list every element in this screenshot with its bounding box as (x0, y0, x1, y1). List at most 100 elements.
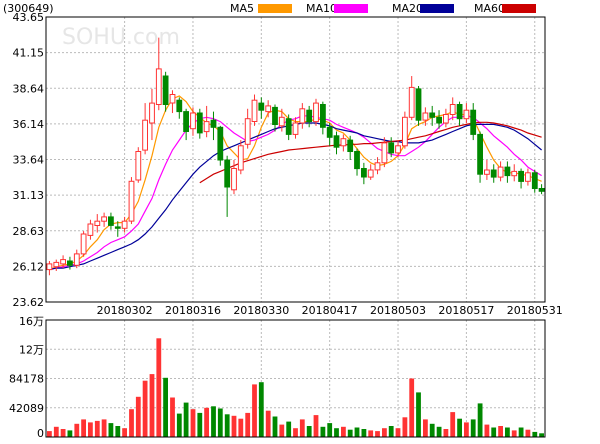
candle (361, 162, 367, 185)
volume-bar (539, 433, 544, 437)
candle (381, 137, 388, 168)
watermark: SOHU.com (62, 25, 180, 50)
candle-body-up (121, 220, 128, 229)
volume-bar (293, 428, 298, 437)
volume-bar (341, 426, 346, 437)
volume-bar (94, 420, 100, 437)
candle-body-up (169, 94, 176, 104)
candle-body-up (128, 180, 135, 222)
volume-bar (470, 419, 476, 437)
candle (278, 108, 285, 132)
candle-body-up (340, 138, 347, 147)
volume-bar (224, 414, 230, 437)
volume-bar (272, 416, 278, 437)
candle-body-up (484, 169, 490, 175)
candle (155, 37, 162, 111)
price-tick-label: 23.62 (13, 296, 45, 309)
candle (449, 97, 456, 121)
candle-body-down (518, 170, 525, 182)
volume-bar (258, 382, 264, 437)
candle-body-down (224, 159, 231, 188)
candle (525, 168, 531, 186)
legend-swatch (420, 4, 454, 13)
volume-bar (231, 415, 237, 437)
candle-body-up (408, 86, 415, 118)
candle-body-up (525, 172, 531, 182)
stock-code: (300649) (3, 2, 54, 15)
candle-body-up (142, 119, 148, 151)
legend-label: MA10 (306, 2, 337, 15)
candle-body-down (176, 99, 183, 113)
candle (149, 88, 155, 141)
price-tick-label: 38.64 (13, 82, 45, 95)
candle-body-down (388, 142, 395, 154)
volume-bar (457, 418, 462, 437)
candle (395, 140, 401, 158)
price-tick-label: 43.65 (13, 11, 45, 24)
candle (490, 164, 497, 183)
date-tick-label: 20180330 (233, 304, 289, 317)
candle-body-up (449, 104, 456, 115)
candle-body-up (46, 263, 53, 271)
candle (477, 131, 484, 183)
volume-bar (183, 402, 189, 437)
candle (128, 177, 135, 225)
volume-bar (156, 338, 162, 437)
volume-bar (532, 431, 538, 437)
volume-bar (525, 429, 531, 437)
volume-bar (115, 426, 121, 437)
volume-bar (436, 426, 442, 437)
date-axis-band (46, 303, 545, 320)
price-tick-label: 41.15 (13, 47, 45, 60)
candle (402, 111, 408, 149)
candle (299, 103, 306, 129)
candle (210, 111, 217, 141)
candle-body-down (429, 112, 436, 118)
candle-body-up (402, 116, 408, 147)
candle (60, 255, 67, 269)
candle-body-up (135, 151, 142, 181)
candle-body-up (299, 108, 306, 124)
candle (354, 148, 360, 176)
volume-bar (416, 392, 421, 437)
candle (511, 164, 518, 182)
volume-bar (306, 426, 312, 437)
candle-layer (46, 37, 545, 276)
volume-bar (197, 412, 203, 437)
volume-bar (176, 413, 182, 437)
candle-body-up (101, 216, 107, 222)
candle (484, 159, 490, 180)
volume-bar (108, 423, 114, 437)
candle (190, 107, 196, 136)
candle-body-down (415, 88, 422, 121)
candle (518, 168, 525, 189)
candle (531, 169, 538, 193)
candle-body-down (67, 260, 73, 266)
candle-body-down (162, 75, 169, 105)
candle-body-up (511, 170, 518, 177)
candle-body-down (504, 166, 511, 177)
legend-swatch (334, 4, 368, 13)
volume-tick-label: 12万 (19, 343, 44, 356)
volume-bar (347, 429, 353, 437)
volume-bar (81, 419, 86, 437)
date-tick-label: 20180517 (438, 304, 494, 317)
candle (251, 94, 258, 126)
candle (470, 103, 477, 141)
candle (538, 184, 545, 195)
candle-body-down (333, 135, 340, 148)
candle (80, 231, 87, 257)
candle (142, 103, 148, 155)
candle (306, 105, 313, 128)
volume-bar (477, 403, 483, 437)
volume-bar (149, 374, 155, 437)
volume-bar (170, 397, 175, 437)
candle (374, 157, 381, 175)
candle-body-up (149, 102, 155, 124)
candle-body-down (285, 118, 292, 135)
candle-body-up (374, 162, 381, 171)
candle-body-up (395, 145, 401, 154)
